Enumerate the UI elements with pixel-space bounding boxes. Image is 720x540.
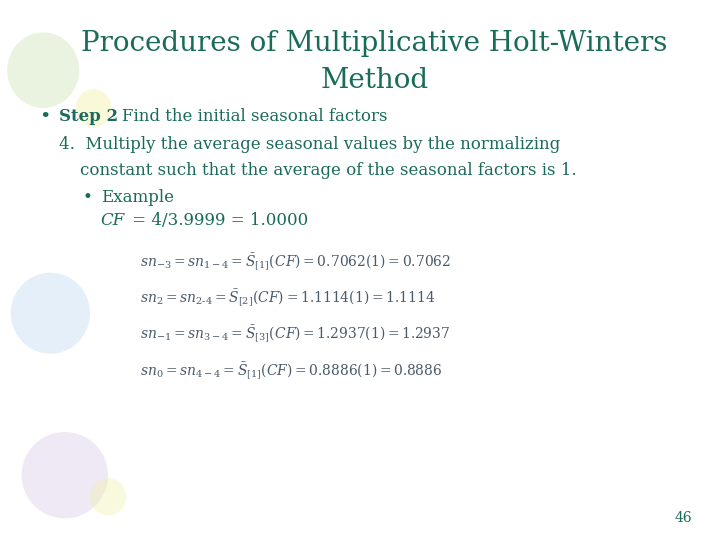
Ellipse shape — [90, 478, 126, 516]
Text: = 4/3.9999 = 1.0000: = 4/3.9999 = 1.0000 — [127, 212, 309, 228]
Text: •: • — [83, 189, 93, 206]
Text: Step 2: Step 2 — [59, 108, 118, 125]
Text: : Find the initial seasonal factors: : Find the initial seasonal factors — [111, 108, 387, 125]
Text: Procedures of Multiplicative Holt-Winters: Procedures of Multiplicative Holt-Winter… — [81, 30, 667, 57]
Ellipse shape — [22, 432, 108, 518]
Text: $sn_{-3} = sn_{1-4} = \bar{S}_{[1]}(CF) = 0.7062(1) = 0.7062$: $sn_{-3} = sn_{1-4} = \bar{S}_{[1]}(CF) … — [140, 251, 451, 273]
Text: 4.  Multiply the average seasonal values by the normalizing: 4. Multiply the average seasonal values … — [59, 136, 560, 153]
Text: $sn_{2} = sn_{2\text{-}4} = \bar{S}_{[2]}(CF) = 1.1114(1) = 1.1114$: $sn_{2} = sn_{2\text{-}4} = \bar{S}_{[2]… — [140, 287, 436, 309]
Ellipse shape — [76, 89, 112, 127]
Text: 46: 46 — [675, 511, 693, 525]
Ellipse shape — [11, 273, 90, 354]
Ellipse shape — [7, 32, 79, 108]
Text: Example: Example — [101, 189, 174, 206]
Text: $sn_{0} = sn_{4-4} = \bar{S}_{[1]}(CF) = 0.8886(1) = 0.8886$: $sn_{0} = sn_{4-4} = \bar{S}_{[1]}(CF) =… — [140, 360, 443, 382]
Text: •: • — [40, 108, 51, 126]
Text: Method: Method — [320, 68, 428, 94]
Text: $sn_{-1} = sn_{3-4} = \bar{S}_{[3]}(CF) = 1.2937(1) = 1.2937$: $sn_{-1} = sn_{3-4} = \bar{S}_{[3]}(CF) … — [140, 323, 451, 346]
Text: constant such that the average of the seasonal factors is 1.: constant such that the average of the se… — [59, 162, 577, 179]
Text: CF: CF — [101, 212, 125, 228]
